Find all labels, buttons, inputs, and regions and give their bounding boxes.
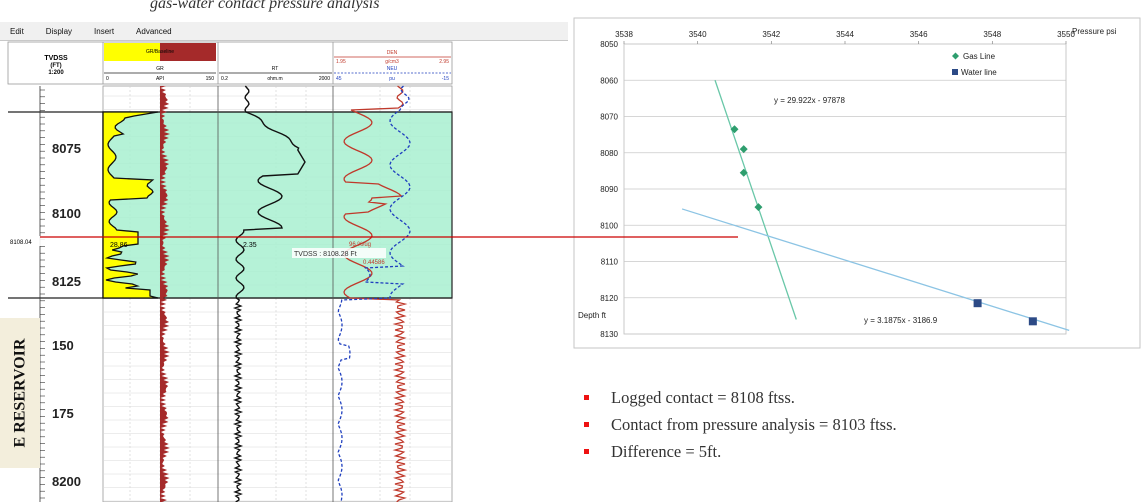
slide-title-fragment: gas-water contact pressure analysis — [150, 0, 380, 12]
y-tick-label: 8090 — [600, 185, 618, 194]
depth-col-unit: (FT) — [50, 63, 61, 69]
gr-scale-max: 150 — [206, 76, 215, 82]
bullet-logged-contact: Logged contact = 8108 ftss. — [584, 384, 897, 411]
neu-scale-max: -15 — [442, 76, 449, 82]
reservoir-zone — [102, 111, 453, 299]
well-log-panel: gas-water contact pressure analysis Edit… — [0, 0, 568, 502]
bullet-pressure-contact: Contact from pressure analysis = 8103 ft… — [584, 411, 897, 438]
trendline-gas — [714, 80, 797, 320]
reservoir-label-text: E RESERVOIR — [11, 338, 29, 448]
gr-sand-fill — [102, 111, 159, 299]
pressure-chart-panel: 3538 3540 3542 3544 3546 3548 3550 8050 8060 807… — [568, 0, 1143, 502]
y-tick-label: 8050 — [600, 40, 618, 49]
depth-label-8125: 8125 — [52, 274, 81, 289]
x-tick-label: 3544 — [836, 30, 854, 39]
readout-rt: 2.35 — [243, 242, 257, 249]
legend-water-label: Water line — [961, 68, 997, 77]
log-header-frame — [7, 41, 453, 85]
menu-edit[interactable]: Edit — [10, 26, 24, 36]
well-log-tracks: TVDSS (FT) 1:200 GR/Baseline GR 0 API 15… — [7, 41, 453, 502]
rt-curve — [232, 85, 306, 502]
neu-scale-unit: pu — [389, 76, 395, 82]
x-tick-label: 3538 — [615, 30, 633, 39]
menu-bar: Edit Display Insert Advanced — [0, 22, 568, 41]
menu-insert[interactable]: Insert — [94, 26, 115, 36]
pressure-depth-chart: 3538 3540 3542 3544 3546 3548 3550 8050 8060 807… — [573, 17, 1141, 349]
legend-gas-label: Gas Line — [963, 52, 996, 61]
readout-tvdss: TVDSS : 8108.28 Ft — [294, 251, 357, 258]
rt-curve-name: RT — [272, 66, 279, 72]
gas-point — [754, 203, 763, 212]
y-tick-labels: 8050 8060 8070 8080 8090 8100 8110 8120 8130 — [600, 40, 618, 339]
y-tick-label: 8110 — [601, 258, 619, 267]
x-tick-label: 3542 — [762, 30, 780, 39]
gas-point — [730, 125, 739, 134]
y-axis-label: Depth ft — [578, 311, 607, 320]
x-axis-label: Pressure psi — [1072, 27, 1117, 36]
y-tick-label: 8120 — [600, 294, 618, 303]
legend-water-marker — [952, 69, 958, 75]
bullet-square-icon — [584, 449, 589, 454]
depth-label-150: 150 — [52, 338, 74, 353]
den-curve — [343, 85, 408, 502]
water-point — [1028, 317, 1037, 326]
gr-curve-name: GR — [156, 66, 164, 72]
reservoir-label: E RESERVOIR — [0, 318, 40, 468]
trendline-water — [681, 208, 1070, 331]
y-tick-label: 8070 — [600, 113, 618, 122]
water-point — [973, 299, 982, 308]
depth-col-scale: 1:200 — [48, 70, 64, 76]
den-scale-min: 1.95 — [336, 59, 346, 65]
x-tick-label: 3540 — [689, 30, 707, 39]
gr-baseline-label: GR/Baseline — [146, 49, 174, 55]
depth-label-175: 175 — [52, 406, 74, 421]
den-scale-unit: g/cm3 — [385, 59, 399, 65]
x-tick-labels: 3538 3540 3542 3544 3546 3548 3550 — [615, 30, 1075, 39]
bullet-difference: Difference = 5ft. — [584, 438, 897, 465]
conclusions-list: Logged contact = 8108 ftss. Contact from… — [584, 384, 897, 465]
depth-ticks — [40, 89, 45, 499]
den-scale-max: 2.95 — [439, 59, 449, 65]
shale-header-fill — [160, 43, 216, 61]
y-tick-label: 8060 — [600, 76, 618, 85]
y-tick-label: 8080 — [600, 149, 618, 158]
depth-label-8200: 8200 — [52, 474, 81, 489]
den-curve-name: DEN — [387, 50, 398, 56]
neu-curve-name: NEU — [387, 66, 398, 72]
rt-scale-min: 0.2 — [221, 76, 228, 82]
rt-scale-unit: ohm.m — [267, 76, 282, 82]
gas-trendline-equation: y = 29.922x - 97878 — [774, 96, 845, 105]
gas-point — [739, 145, 748, 154]
rt-scale-max: 2000 — [319, 76, 330, 82]
menu-display[interactable]: Display — [45, 26, 73, 36]
bullet-square-icon — [584, 422, 589, 427]
x-tick-label: 3546 — [910, 30, 928, 39]
trendlines — [681, 80, 1070, 331]
neu-scale-min: 45 — [336, 76, 342, 82]
menu-advanced[interactable]: Advanced — [136, 26, 172, 36]
depth-col-title: TVDSS — [44, 55, 68, 62]
y-tick-label: 8130 — [600, 330, 618, 339]
gr-header-fill — [104, 43, 160, 61]
shale-fill — [160, 86, 170, 502]
neu-curve — [337, 85, 411, 502]
readout-neu: 96 %/ug — [349, 242, 371, 248]
chart-grid — [623, 41, 1067, 335]
readout-gr: 28.86 — [110, 242, 128, 249]
gr-scale-unit: API — [156, 76, 164, 82]
water-trendline-equation: y = 3.1875x - 3186.9 — [864, 316, 938, 325]
x-tick-label: 3548 — [983, 30, 1001, 39]
x-tick-label: 3550 — [1057, 30, 1075, 39]
y-tick-label: 8100 — [600, 221, 618, 230]
legend-gas-marker — [952, 52, 959, 60]
readout-den: 0.44586 — [363, 260, 385, 266]
bullet-square-icon — [584, 395, 589, 400]
data-points — [730, 125, 1037, 326]
readout-depth: 8108.04 — [10, 240, 32, 246]
depth-label-8075: 8075 — [52, 141, 81, 156]
gr-scale-min: 0 — [106, 76, 109, 82]
depth-label-8100: 8100 — [52, 206, 81, 221]
legend: Gas Line Water line — [952, 52, 997, 77]
gas-point — [739, 168, 748, 177]
